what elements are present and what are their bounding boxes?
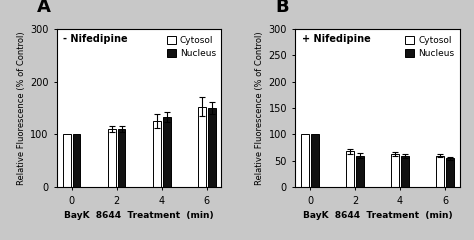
Bar bbox=[446, 158, 454, 187]
Text: A: A bbox=[37, 0, 51, 16]
X-axis label: BayK  8644  Treatment  (min): BayK 8644 Treatment (min) bbox=[64, 211, 214, 220]
Legend: Cytosol, Nucleus: Cytosol, Nucleus bbox=[403, 33, 457, 61]
Text: + Nifedipine: + Nifedipine bbox=[302, 34, 371, 43]
Bar bbox=[208, 108, 216, 187]
Bar bbox=[63, 134, 71, 187]
Bar bbox=[108, 129, 116, 187]
Bar bbox=[73, 134, 81, 187]
Bar bbox=[356, 156, 364, 187]
Bar bbox=[163, 117, 171, 187]
Bar bbox=[198, 107, 206, 187]
X-axis label: BayK  8644  Treatment  (min): BayK 8644 Treatment (min) bbox=[303, 211, 452, 220]
Bar bbox=[391, 154, 399, 187]
Bar bbox=[153, 121, 161, 187]
Bar bbox=[436, 156, 444, 187]
Bar bbox=[301, 134, 309, 187]
Bar bbox=[118, 129, 126, 187]
Y-axis label: Relative Fluorescence (% of Control): Relative Fluorescence (% of Control) bbox=[255, 31, 264, 185]
Bar bbox=[311, 134, 319, 187]
Text: - Nifedipine: - Nifedipine bbox=[64, 34, 128, 43]
Text: B: B bbox=[275, 0, 289, 16]
Y-axis label: Relative Fluorescence (% of Control): Relative Fluorescence (% of Control) bbox=[17, 31, 26, 185]
Legend: Cytosol, Nucleus: Cytosol, Nucleus bbox=[164, 33, 219, 61]
Bar bbox=[346, 151, 354, 187]
Bar bbox=[401, 156, 409, 187]
